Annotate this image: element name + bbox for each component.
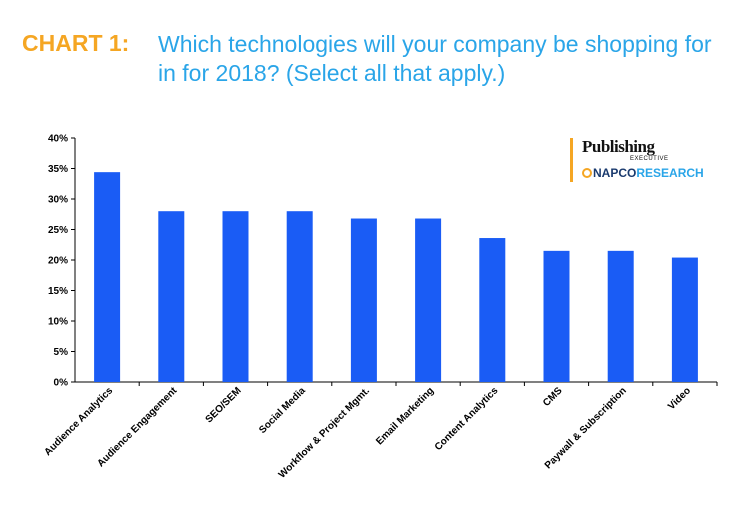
logo-publishing-text: Publishing [582,137,655,156]
x-category-label: SEO/SEM [204,385,244,425]
publishing-executive-napco-logo: Publishing EXECUTIVE NAPCORESEARCH [570,137,730,186]
x-category-label: Video [666,385,693,412]
bar [543,250,570,382]
chart-title: Which technologies will your company be … [158,31,712,86]
bar [479,238,506,382]
x-category-label: Social Media [257,385,308,436]
logo-circle-icon [582,168,592,178]
x-category-label: Content Analytics [433,385,501,453]
x-category-label: Email Marketing [374,385,436,447]
bar [286,211,313,382]
y-tick-label: 5% [54,347,69,358]
y-tick-label: 20% [48,256,68,267]
bar [671,257,698,382]
bar [415,218,442,382]
bar [222,211,249,382]
y-axis-ticks: 0% 5% 10% 15% 20% 25% 30% 35% 40% [48,134,75,389]
bar [607,250,634,382]
logo-executive-text: EXECUTIVE [630,156,669,162]
logo-napco-research-text: NAPCORESEARCH [582,166,704,180]
bar [158,211,185,382]
y-tick-label: 30% [48,195,68,206]
y-tick-label: 40% [48,134,68,145]
bar [350,218,377,382]
x-category-label: CMS [541,385,565,409]
y-tick-label: 10% [48,317,68,328]
bar [94,172,121,382]
y-tick-label: 25% [48,225,68,236]
logo-napco-word: NAPCO [593,166,637,180]
y-tick-label: 0% [54,378,69,389]
bars [94,172,698,382]
logo-accent-bar [570,138,573,182]
y-tick-label: 35% [48,164,68,175]
logo-research-word: RESEARCH [636,166,704,180]
chart-number-label: CHART 1: [22,30,130,56]
x-category-label: Audience Analytics [42,385,115,458]
y-tick-label: 15% [48,286,68,297]
